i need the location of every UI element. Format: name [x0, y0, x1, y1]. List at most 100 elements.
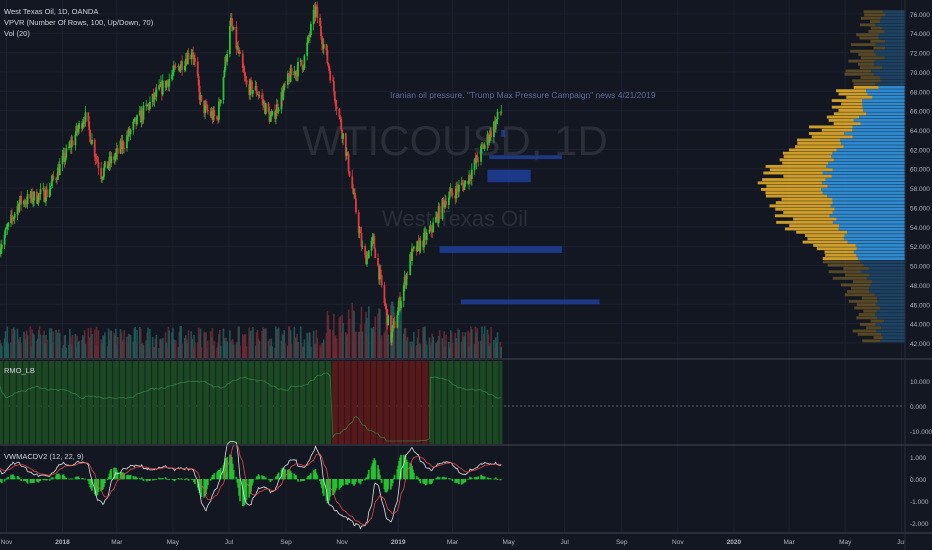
volume-bar	[238, 326, 240, 358]
candle-body	[35, 191, 38, 204]
macd-histogram-bar	[423, 479, 425, 484]
volume-bar	[460, 341, 463, 358]
volume-bar	[276, 329, 278, 358]
candle-body	[153, 92, 156, 101]
volume-bar	[177, 346, 180, 358]
candle-body	[119, 140, 122, 154]
macd-histogram-bar	[126, 475, 128, 480]
candle-body	[289, 68, 292, 82]
macd-legend[interactable]: VWMACDV2 (12, 22, 9)	[4, 452, 84, 461]
rmo-band	[136, 361, 139, 444]
price-candles[interactable]	[0, 1, 503, 346]
candle-body	[251, 81, 253, 94]
volume-bar	[24, 333, 26, 358]
candle-body	[142, 105, 145, 120]
volume-bar	[203, 331, 205, 358]
vpvr-up-row	[878, 33, 905, 37]
vpvr-up-row	[832, 151, 905, 155]
candle-body	[25, 202, 28, 205]
volume-bar	[39, 334, 42, 358]
candle-body	[172, 72, 174, 75]
candle-body	[7, 222, 10, 227]
vpvr-down-row	[789, 224, 840, 228]
volume-bar	[153, 347, 156, 358]
macd-histogram-bar	[64, 477, 67, 480]
volume-bar	[425, 344, 428, 358]
macd-histogram-bar	[180, 478, 183, 480]
macd-histogram-bar	[288, 470, 291, 480]
macd-histogram-bar	[129, 474, 132, 480]
rmo-legend[interactable]: RMO_LB	[4, 366, 35, 375]
volume-bar	[71, 334, 74, 358]
volume-bar	[19, 337, 22, 358]
vpvr-up-row	[874, 293, 905, 297]
candle-body	[286, 73, 289, 85]
volume-bar	[410, 346, 412, 358]
volume-bar	[374, 316, 377, 358]
candle-body	[0, 248, 2, 254]
volume-bar	[4, 331, 7, 358]
vpvr-down-row	[836, 89, 866, 93]
price-tick-label: 50.000	[910, 264, 930, 271]
volume-bar	[219, 329, 221, 358]
macd-histogram-bar	[430, 479, 433, 485]
candle-body	[64, 157, 67, 162]
vpvr-down-row	[789, 148, 837, 152]
volume-bar	[367, 336, 369, 358]
macd-histogram-bar	[24, 479, 27, 481]
volume-bar	[255, 332, 258, 358]
vpvr-down-row	[775, 207, 835, 211]
volume-bar	[218, 334, 220, 358]
volume-bar	[383, 332, 386, 358]
candle-body	[78, 123, 80, 129]
symbol-title[interactable]: West Texas Oil, 1D, OANDA	[4, 7, 98, 16]
macd-histogram-bar	[13, 477, 16, 480]
macd-histogram-bar	[249, 479, 252, 494]
candle-body	[385, 306, 388, 310]
macd-histogram-bar	[345, 479, 348, 485]
rmo-tick-label: 10.000	[910, 379, 930, 386]
macd-histogram-bar	[451, 479, 454, 482]
news-annotation: Iranian oil pressure. "Trump Max Pressur…	[390, 90, 656, 100]
volume-bar	[422, 326, 424, 358]
vpvr-up-row	[822, 171, 905, 175]
vol-legend[interactable]: Vol (20)	[4, 29, 30, 38]
vpvr-up-row	[831, 155, 905, 158]
volume-bar	[418, 343, 421, 358]
candle-body	[437, 206, 440, 224]
macd-histogram-bar	[172, 479, 174, 481]
volume-bar	[329, 329, 331, 358]
vpvr-down-row	[850, 286, 870, 290]
macd-histogram-bar	[159, 478, 161, 480]
macd-histogram-bar	[50, 477, 53, 480]
candle-body	[164, 80, 167, 88]
candle-body	[76, 126, 79, 132]
volume-bar	[361, 331, 364, 358]
volume-bar	[257, 338, 260, 358]
volume-bar	[468, 346, 470, 358]
candle-body	[70, 140, 73, 148]
volume-bar	[42, 334, 45, 358]
candle-body	[435, 214, 438, 218]
candle-body	[255, 86, 258, 94]
vpvr-down-row	[807, 237, 844, 241]
time-tick-label: Jul	[561, 539, 570, 546]
volume-bar	[173, 343, 176, 358]
candle-body	[62, 152, 65, 156]
candle-body	[412, 246, 415, 249]
vpvr-down-row	[765, 164, 827, 168]
rmo-band	[155, 361, 158, 444]
macd-histogram-bar	[141, 479, 144, 480]
vpvr-up-row	[872, 95, 905, 99]
macd-histogram-bar	[57, 473, 60, 480]
vpvr-down-row	[828, 270, 862, 274]
vpvr-up-row	[875, 322, 905, 326]
volume-bar	[207, 340, 209, 358]
candle-body	[380, 275, 383, 286]
candle-body	[205, 104, 207, 106]
macd-histogram-bar	[256, 476, 259, 480]
vpvr-legend[interactable]: VPVR (Number Of Rows, 100, Up/Down, 70)	[4, 18, 154, 27]
macd-histogram-bar	[148, 479, 150, 481]
volume-bar	[16, 328, 19, 358]
